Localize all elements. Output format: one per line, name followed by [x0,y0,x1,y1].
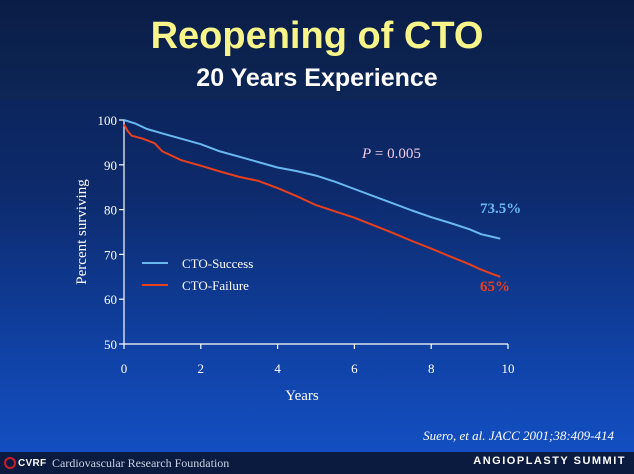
cvrf-logo: CVRF [4,456,48,470]
citation: Suero, et al. JACC 2001;38:409-414 [423,428,614,443]
y-axis-label: Percent surviving [74,179,90,285]
y-tick-label: 100 [98,113,118,128]
p-value-annotation: P = 0.005 [361,146,421,162]
y-tick-label: 50 [104,337,117,352]
title-band [0,0,634,100]
footer-bar: CVRF Cardiovascular Research Foundation … [0,452,634,474]
p-value-symbol: P [361,146,371,162]
y-tick-label: 60 [104,292,117,307]
x-tick-label: 8 [428,361,435,376]
event-name: ANGIOPLASTY SUMMIT [473,455,626,467]
x-tick-label: 10 [502,361,515,376]
foundation-name: Cardiovascular Research Foundation [52,456,230,470]
p-value-text: = 0.005 [375,146,421,162]
cto-failure-line [123,124,501,278]
x-ticks: 0 2 4 6 8 10 [121,344,515,376]
y-ticks: 50 60 70 80 90 100 [98,113,124,352]
y-tick-label: 70 [104,247,117,262]
x-tick-label: 2 [198,361,205,376]
legend-success-label: CTO-Success [182,256,253,271]
success-end-label: 73.5% [480,201,521,217]
legend-failure-label: CTO-Failure [182,278,249,293]
x-tick-label: 4 [274,361,281,376]
x-tick-label: 0 [121,361,128,376]
legend: CTO-Success CTO-Failure [142,256,253,293]
slide-subtitle: 20 Years Experience [196,64,438,92]
heart-logo-icon [4,457,16,469]
series-lines [123,119,501,278]
cto-success-line [123,119,501,240]
x-tick-label: 6 [351,361,358,376]
y-tick-label: 80 [104,203,117,218]
slide-title: Reopening of CTO [150,15,484,57]
logo-text: CVRF [18,457,47,469]
y-tick-label: 90 [104,158,117,173]
x-axis-label: Years [285,388,319,404]
failure-end-label: 65% [480,279,510,295]
